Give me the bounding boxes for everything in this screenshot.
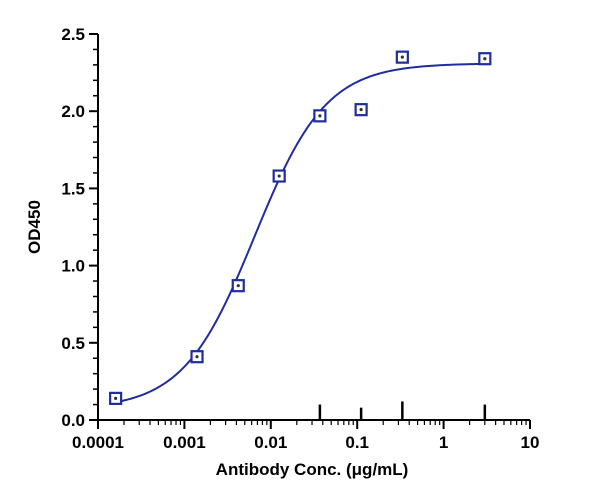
point-center — [114, 396, 118, 400]
error-bars — [318, 401, 487, 420]
data-point — [395, 50, 409, 64]
y-tick-label: 0.0 — [61, 411, 85, 430]
x-tick-label: 0.1 — [345, 433, 369, 452]
x-tick-label: 0.0001 — [72, 433, 124, 452]
data-point — [272, 169, 286, 183]
y-axis-label: OD450 — [25, 200, 44, 254]
x-axis-label: Antibody Conc. (μg/mL) — [216, 460, 409, 479]
ticks: 0.0 0.5 1.0 1.5 2.0 2.5 0.0001 0.001 0.01 0.1 1 10 — [61, 25, 539, 452]
x-tick-label: 10 — [521, 433, 540, 452]
point-center — [236, 284, 240, 288]
x-tick-label: 0.001 — [163, 433, 206, 452]
point-center — [277, 174, 281, 178]
y-tick-label: 0.5 — [61, 334, 85, 353]
data-point — [354, 103, 368, 117]
y-tick-label: 1.5 — [61, 179, 85, 198]
axes — [97, 34, 530, 421]
fit-curve — [111, 62, 487, 404]
y-tick-label: 2.5 — [61, 25, 85, 44]
data-points — [109, 50, 492, 405]
data-point — [478, 52, 492, 66]
y-tick-label: 1.0 — [61, 257, 85, 276]
fit-curve-group — [111, 62, 487, 404]
data-point — [313, 109, 327, 123]
x-tick-label: 0.01 — [254, 433, 287, 452]
data-point — [231, 279, 245, 293]
data-point — [190, 350, 204, 364]
point-center — [400, 55, 404, 59]
point-center — [483, 57, 487, 61]
x-tick-label: 1 — [439, 433, 448, 452]
y-tick-label: 2.0 — [61, 102, 85, 121]
data-point — [109, 391, 123, 405]
point-center — [359, 108, 363, 112]
point-center — [195, 355, 199, 359]
point-center — [318, 114, 322, 118]
